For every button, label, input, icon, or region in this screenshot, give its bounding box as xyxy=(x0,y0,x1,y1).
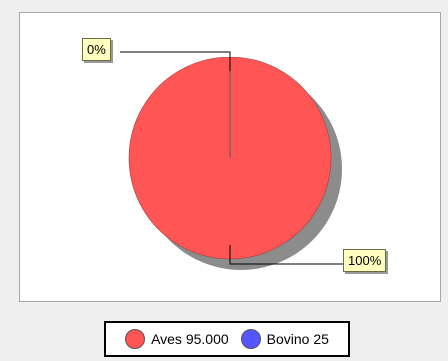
leader-line-aves xyxy=(229,245,343,265)
legend-item-bovino: Bovino 25 xyxy=(240,329,329,349)
leader-line-bovino xyxy=(120,51,231,71)
callout-label-aves: 100% xyxy=(343,249,387,272)
legend-swatch-aves xyxy=(125,329,146,349)
legend-label-bovino: Bovino 25 xyxy=(266,331,329,347)
legend: Aves 95.000 Bovino 25 xyxy=(104,321,350,357)
pie-chart xyxy=(120,51,343,270)
legend-item-aves: Aves 95.000 xyxy=(125,329,229,349)
legend-label-aves: Aves 95.000 xyxy=(151,331,229,347)
callout-label-bovino: 0% xyxy=(82,38,111,61)
legend-swatch-bovino xyxy=(240,329,261,349)
plot-area: 0% 100% xyxy=(19,12,441,302)
